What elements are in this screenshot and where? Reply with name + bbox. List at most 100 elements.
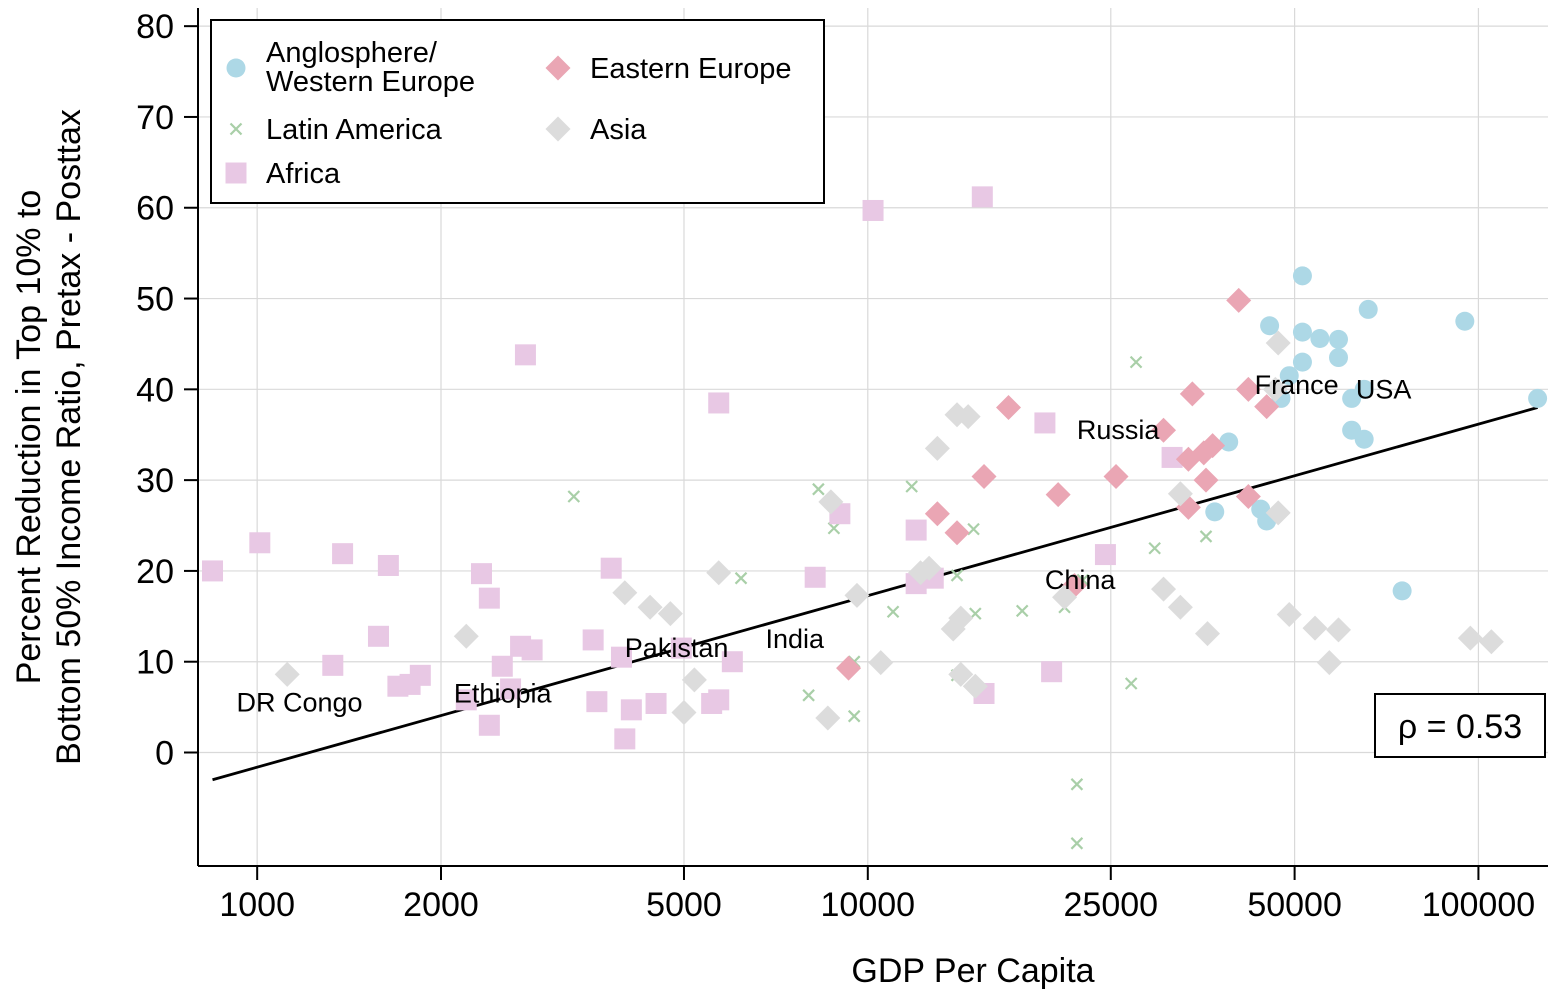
x-tick-label: 5000 — [646, 886, 722, 924]
data-point — [670, 637, 692, 659]
data-point — [1279, 366, 1299, 386]
annotation-label: India — [766, 624, 826, 654]
data-point — [1226, 287, 1252, 313]
correlation-label: ρ = 0.53 — [1398, 708, 1522, 746]
data-point — [804, 566, 826, 588]
data-point — [620, 699, 642, 721]
legend-label: Latin America — [266, 114, 443, 146]
data-point — [1292, 352, 1312, 372]
series-2 — [202, 186, 1183, 750]
data-point — [948, 661, 974, 687]
data-point — [955, 404, 981, 430]
data-point — [1070, 778, 1084, 791]
data-point — [610, 646, 632, 668]
data-point — [706, 560, 732, 586]
y-tick-label: 0 — [155, 735, 174, 773]
data-point — [924, 501, 950, 527]
legend-marker — [545, 55, 571, 81]
legend-label: Eastern Europe — [590, 53, 792, 85]
annotation-label: Ethiopia — [454, 678, 553, 708]
data-point — [1254, 394, 1280, 420]
x-tick-label: 10000 — [821, 886, 916, 924]
data-point — [1455, 311, 1475, 331]
annotation-label: Pakistan — [625, 633, 729, 663]
data-point — [996, 394, 1022, 420]
annotation-label: France — [1255, 370, 1339, 400]
annotation-label: Russia — [1077, 415, 1161, 445]
legend-marker — [545, 116, 571, 142]
axes: 0 10 20 30 40 50 60 70 80 1000 2000 5000 10000 25000 5… — [10, 8, 1548, 990]
data-point — [1358, 299, 1378, 319]
data-point — [614, 728, 636, 750]
data-point — [1276, 602, 1302, 628]
data-point — [1316, 650, 1342, 676]
data-point — [645, 692, 667, 714]
data-point — [1199, 530, 1213, 543]
y-axis-title-line-2: Bottom 50% Income Ratio, Pretax - Postta… — [50, 109, 88, 765]
data-point — [521, 639, 543, 661]
data-point — [249, 532, 271, 554]
trend-line-group — [212, 406, 1538, 782]
data-point — [967, 522, 980, 536]
data-point — [1200, 433, 1226, 459]
x-axis-title: GDP Per Capita — [851, 952, 1094, 990]
data-point — [681, 667, 707, 693]
legend-label: Asia — [590, 114, 647, 146]
data-point — [1167, 594, 1193, 620]
data-point — [322, 654, 344, 676]
data-point — [847, 709, 861, 723]
legend-marker — [226, 58, 246, 78]
y-tick-label: 40 — [136, 371, 174, 409]
data-point — [1265, 500, 1291, 526]
series-4 — [274, 330, 1504, 731]
data-point — [1292, 266, 1312, 286]
y-axis-title-line-1: Percent Reduction in Top 10% to — [10, 190, 48, 685]
data-point — [377, 554, 399, 576]
data-point — [1329, 348, 1349, 368]
data-point — [1235, 483, 1261, 509]
data-point — [1262, 376, 1288, 402]
data-point — [1392, 581, 1412, 601]
legend-label: Western Europe — [266, 66, 475, 98]
data-point — [367, 625, 389, 647]
data-point — [1052, 584, 1078, 610]
data-point — [924, 435, 950, 461]
data-point — [1094, 544, 1116, 566]
data-point — [586, 691, 608, 713]
data-point — [1478, 629, 1504, 655]
data-point — [1354, 379, 1374, 399]
data-point — [1302, 615, 1328, 641]
data-point — [812, 482, 825, 496]
data-point — [600, 557, 622, 579]
y-tick-label: 30 — [136, 462, 174, 500]
trend-line — [212, 406, 1538, 782]
data-point — [1194, 621, 1220, 647]
series-0 — [1205, 266, 1548, 601]
data-point — [868, 650, 894, 676]
data-point — [1041, 661, 1063, 683]
x-tick-label: 50000 — [1247, 886, 1342, 924]
data-point — [944, 520, 970, 546]
data-point — [478, 587, 500, 609]
data-point — [1151, 576, 1177, 602]
x-tick-label: 25000 — [1064, 886, 1159, 924]
data-point — [815, 705, 841, 731]
data-point — [916, 555, 942, 581]
y-tick-label: 60 — [136, 190, 174, 228]
annotation-label: DR Congo — [237, 688, 363, 718]
data-point — [818, 489, 844, 515]
data-point — [453, 623, 479, 649]
data-point — [478, 714, 500, 736]
legend-label: Anglosphere/ — [266, 37, 438, 69]
data-point — [491, 655, 513, 677]
data-point — [1265, 330, 1291, 356]
data-point — [1329, 329, 1349, 349]
data-point — [514, 344, 536, 366]
data-point — [1292, 322, 1312, 342]
data-point — [1151, 417, 1177, 443]
data-point — [582, 629, 604, 651]
data-point — [1167, 481, 1193, 507]
data-point — [1015, 604, 1029, 618]
data-point — [657, 601, 683, 627]
